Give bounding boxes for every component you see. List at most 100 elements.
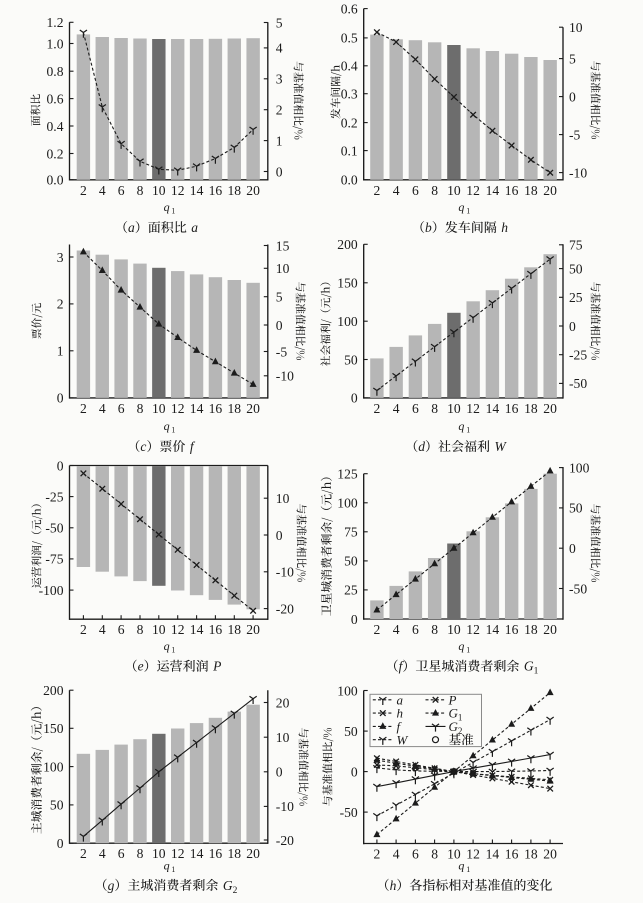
svg-text:0.0: 0.0: [47, 173, 64, 188]
svg-text:150: 150: [43, 721, 64, 736]
svg-text:5: 5: [276, 290, 283, 305]
svg-text:200: 200: [337, 237, 358, 252]
svg-text:12: 12: [171, 401, 185, 416]
svg-text:6: 6: [118, 401, 125, 416]
svg-text:6: 6: [412, 847, 419, 862]
svg-text:20: 20: [246, 401, 260, 416]
svg-text:16: 16: [209, 622, 223, 637]
svg-text:2: 2: [374, 847, 381, 862]
svg-text:100: 100: [337, 314, 358, 329]
svg-text:6: 6: [118, 622, 125, 637]
svg-text:6: 6: [412, 622, 419, 637]
svg-text:75: 75: [569, 238, 583, 253]
svg-text:4: 4: [393, 847, 400, 862]
svg-text:0.2: 0.2: [47, 146, 64, 161]
svg-text:50: 50: [344, 724, 358, 739]
svg-text:0: 0: [57, 836, 64, 851]
svg-text:0: 0: [276, 164, 283, 179]
svg-text:18: 18: [228, 622, 242, 637]
svg-text:q: q: [458, 639, 464, 653]
svg-text:16: 16: [209, 846, 223, 861]
svg-text:-75: -75: [45, 552, 63, 567]
svg-text:4: 4: [393, 183, 400, 198]
svg-text:0: 0: [57, 458, 64, 473]
svg-text:0.8: 0.8: [47, 64, 64, 79]
svg-text:15: 15: [276, 238, 290, 253]
svg-text:h: h: [501, 220, 508, 235]
svg-text:0.6: 0.6: [47, 91, 64, 106]
svg-text:f: f: [397, 719, 403, 734]
svg-text:18: 18: [228, 846, 242, 861]
svg-text:14: 14: [190, 846, 204, 861]
svg-text:-50: -50: [569, 376, 587, 391]
svg-text:10: 10: [152, 846, 166, 861]
svg-text:4: 4: [99, 846, 106, 861]
svg-text:G: G: [223, 878, 233, 893]
svg-text:100: 100: [43, 759, 64, 774]
svg-text:20: 20: [543, 183, 557, 198]
svg-text:20: 20: [543, 622, 557, 637]
svg-text:16: 16: [505, 622, 519, 637]
svg-text:1: 1: [276, 133, 283, 148]
svg-text:10: 10: [447, 183, 461, 198]
svg-text:1.2: 1.2: [47, 15, 64, 30]
svg-text:-50: -50: [340, 805, 358, 820]
svg-text:q: q: [458, 419, 464, 433]
svg-text:1: 1: [171, 207, 175, 216]
svg-text:0: 0: [351, 391, 358, 406]
svg-text:2: 2: [80, 401, 87, 416]
svg-text:1: 1: [458, 713, 463, 723]
svg-text:1: 1: [466, 207, 470, 216]
svg-text:4: 4: [99, 622, 106, 637]
svg-text:0.3: 0.3: [341, 87, 358, 102]
svg-text:0.5: 0.5: [341, 31, 358, 46]
svg-text:-10: -10: [276, 369, 294, 384]
svg-text:a: a: [128, 220, 135, 235]
svg-text:0: 0: [351, 764, 358, 779]
svg-text:25: 25: [569, 290, 583, 305]
svg-text:g: g: [108, 878, 115, 893]
svg-text:q: q: [164, 200, 170, 214]
svg-text:4: 4: [99, 183, 106, 198]
svg-text:P: P: [448, 692, 457, 707]
svg-text:6: 6: [412, 183, 419, 198]
svg-text:-10: -10: [276, 799, 294, 814]
svg-text:3: 3: [276, 72, 283, 87]
svg-text:2: 2: [374, 622, 381, 637]
svg-text:2: 2: [276, 103, 283, 118]
svg-text:4: 4: [276, 41, 283, 56]
svg-text:50: 50: [569, 261, 583, 276]
svg-text:-20: -20: [276, 601, 294, 616]
svg-text:-50: -50: [569, 581, 587, 596]
svg-text:12: 12: [171, 846, 185, 861]
svg-text:0.1: 0.1: [341, 143, 358, 158]
svg-text:1: 1: [466, 426, 470, 435]
svg-text:10: 10: [447, 847, 461, 862]
svg-text:4: 4: [393, 622, 400, 637]
svg-text:16: 16: [505, 183, 519, 198]
svg-text:14: 14: [190, 622, 204, 637]
svg-text:12: 12: [171, 183, 185, 198]
svg-text:-5: -5: [276, 344, 288, 359]
svg-text:1: 1: [171, 645, 175, 654]
svg-text:2: 2: [80, 846, 87, 861]
svg-text:1.0: 1.0: [47, 36, 64, 51]
svg-text:4: 4: [393, 401, 400, 416]
svg-text:18: 18: [524, 401, 538, 416]
svg-text:q: q: [164, 859, 170, 873]
svg-text:-100: -100: [39, 583, 64, 598]
svg-text:18: 18: [524, 847, 538, 862]
svg-text:20: 20: [543, 847, 557, 862]
svg-text:a: a: [191, 220, 198, 235]
svg-text:50: 50: [344, 554, 358, 569]
svg-text:10: 10: [152, 183, 166, 198]
svg-text:2: 2: [374, 401, 381, 416]
svg-text:12: 12: [466, 401, 480, 416]
svg-text:18: 18: [524, 183, 538, 198]
svg-text:1: 1: [171, 865, 175, 874]
svg-text:10: 10: [569, 20, 583, 35]
svg-text:0.4: 0.4: [47, 119, 64, 134]
svg-text:f: f: [399, 659, 405, 674]
svg-text:2: 2: [80, 183, 87, 198]
svg-text:50: 50: [344, 352, 358, 367]
